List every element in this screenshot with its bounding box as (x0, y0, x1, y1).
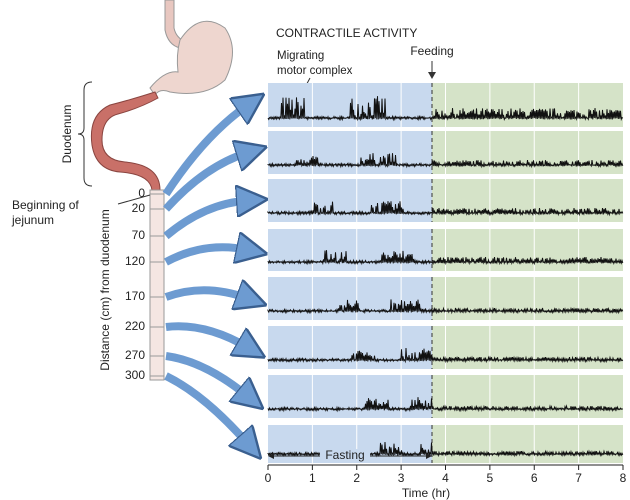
arrow (164, 247, 248, 266)
fed-panel (432, 229, 623, 271)
feeding-arrowhead (428, 72, 436, 79)
arrow (163, 201, 248, 240)
fasting-panel (268, 179, 432, 222)
time-tick-label: 5 (487, 471, 494, 485)
distance-axis-label: Distance (cm) from duodenum (98, 209, 112, 370)
time-tick-label: 6 (531, 471, 538, 485)
jejunum-label: jejunum (11, 213, 54, 227)
fed-panel (432, 277, 623, 320)
fed-panel (432, 326, 623, 369)
time-tick-label: 3 (398, 471, 405, 485)
trace (267, 201, 624, 217)
distance-tick-label: 270 (125, 348, 145, 362)
mmc-label: motor complex (277, 65, 353, 77)
fasting-label-bg (320, 449, 370, 463)
trace (267, 153, 624, 169)
trace (267, 397, 624, 413)
distance-tick-label: 300 (125, 368, 145, 382)
fasting-panel (268, 229, 432, 271)
duodenum-tube (90, 91, 161, 191)
time-tick-label: 2 (353, 471, 360, 485)
stomach (149, 20, 233, 96)
arrow (164, 290, 248, 298)
time-tick-label: 4 (442, 471, 449, 485)
duodenum-brace (77, 81, 93, 187)
time-tick-label: 0 (265, 471, 272, 485)
fasting-panel (268, 277, 432, 320)
distance-tick-label: 120 (125, 254, 145, 268)
fed-panel (432, 179, 623, 222)
fed-panel (432, 375, 623, 418)
trace (267, 299, 624, 315)
jejunum-tube (149, 189, 165, 381)
arrow (165, 322, 248, 347)
jejunum-label: Beginning of (12, 198, 79, 212)
arrow (162, 105, 248, 197)
trace (267, 250, 624, 266)
mmc-label: Migrating (277, 50, 324, 62)
distance-tick-label: 0 (138, 186, 145, 200)
arrow (163, 153, 248, 212)
distance-tick-label: 70 (132, 228, 146, 242)
time-tick-label: 7 (575, 471, 582, 485)
trace (267, 347, 624, 364)
fed-panel (432, 425, 623, 463)
distance-tick-label: 170 (125, 289, 145, 303)
fasting-panel (268, 375, 432, 418)
fasting-panel (268, 131, 432, 174)
arrow (165, 352, 248, 397)
time-tick-label: 8 (620, 471, 627, 485)
fed-panel (432, 83, 623, 127)
jejunum-pointer (117, 194, 151, 205)
fasting-label: Fasting (325, 448, 364, 462)
distance-tick-label: 220 (125, 319, 145, 333)
fasting-arrowhead (426, 453, 432, 459)
fasting-panel (268, 326, 432, 369)
time-tick-label: 1 (309, 471, 316, 485)
title: CONTRACTILE ACTIVITY (276, 26, 417, 40)
trace (267, 96, 624, 122)
time-axis-label: Time (hr) (402, 486, 450, 500)
feeding-label: Feeding (410, 44, 453, 58)
arrow (164, 372, 248, 444)
distance-tick-label: 20 (132, 201, 146, 215)
fasting-arrowhead (268, 453, 274, 459)
duodenum-label: Duodenum (60, 105, 74, 164)
fed-panel (432, 131, 623, 174)
